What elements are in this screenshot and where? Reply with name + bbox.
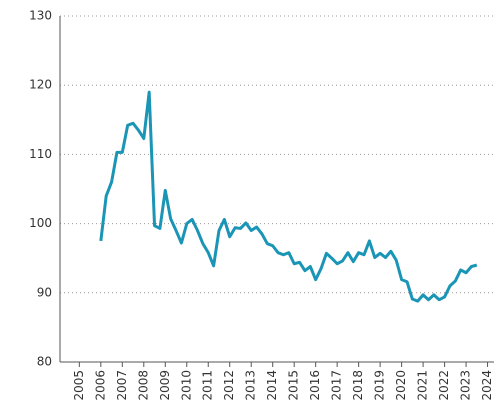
x-tick-label: 2011	[201, 370, 215, 401]
x-tick-label: 2017	[330, 370, 344, 401]
y-tick-label: 120	[29, 78, 52, 92]
line-series	[99, 90, 478, 303]
x-tick-label: 2012	[222, 370, 236, 401]
x-tick-label: 2014	[265, 370, 279, 401]
x-tick-label: 2009	[158, 370, 172, 401]
x-tick-label: 2008	[136, 370, 150, 401]
x-tick-label: 2021	[416, 370, 430, 401]
x-tick-label: 2016	[308, 370, 322, 401]
x-tick-label: 2018	[351, 370, 365, 401]
x-tick-label: 2020	[394, 370, 408, 401]
x-tick-label: 2007	[115, 370, 129, 401]
x-tick-label: 2015	[287, 370, 301, 401]
y-tick-label: 110	[29, 147, 52, 161]
x-tick-label: 2006	[93, 370, 107, 401]
x-tick-label: 2022	[437, 370, 451, 401]
y-tick-label: 130	[29, 9, 52, 23]
x-tick-label: 2005	[72, 370, 86, 401]
y-tick-label: 100	[29, 216, 52, 230]
y-tick-label: 80	[37, 355, 52, 369]
y-tick-label: 90	[37, 285, 52, 299]
x-tick-label: 2024	[480, 370, 494, 401]
x-tick-label: 2023	[459, 370, 473, 401]
x-tick-label: 2019	[373, 370, 387, 401]
x-tick-label: 2013	[244, 370, 258, 401]
x-tick-label: 2010	[179, 370, 193, 401]
